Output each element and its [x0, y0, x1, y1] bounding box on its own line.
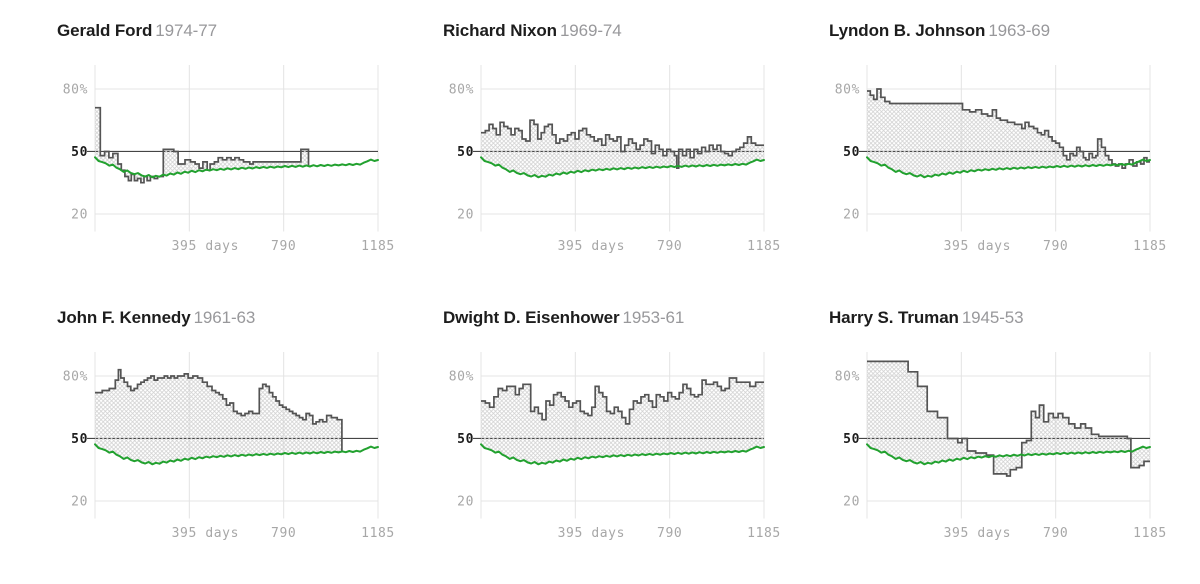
president-approval-step-line — [867, 360, 1150, 477]
approval-difference-area — [867, 89, 1150, 178]
president-approval-step-line — [95, 368, 343, 452]
x-axis-tick-label: 790 — [271, 239, 296, 254]
approval-chart-harry-s-truman: 80% 50 20 395 days 790 1185 — [835, 352, 1167, 541]
x-axis-tick-label: 395 days — [172, 526, 239, 541]
chart-card-lyndon-b-johnson: Lyndon B. Johnson 1963-69 80% 50 20 395 days… — [829, 20, 1169, 255]
x-axis-tick-label: 790 — [657, 239, 682, 254]
x-axis-tick-label: 395 days — [172, 239, 239, 254]
chart-card-harry-s-truman: Harry S. Truman 1945-53 80% 50 20 395 days 79… — [829, 307, 1169, 542]
y-axis-tick-label: 20 — [843, 494, 860, 509]
approval-chart-lyndon-b-johnson: 80% 50 20 395 days 790 1185 — [835, 65, 1167, 254]
approval-difference-area — [867, 361, 1150, 476]
approval-charts-grid: Gerald Ford 1974-77 80% 50 20 395 days 790 118… — [57, 20, 1169, 542]
approval-chart-richard-nixon: 80% 50 20 395 days 790 1185 — [449, 65, 781, 254]
y-axis-tick-label: 20 — [71, 207, 88, 222]
y-axis-tick-label: 80% — [63, 369, 88, 384]
approval-difference-area — [481, 378, 764, 465]
president-name: Dwight D. Eisenhower — [443, 308, 620, 327]
x-axis-tick-label: 790 — [1043, 526, 1068, 541]
x-axis-tick-label: 1185 — [747, 239, 781, 254]
y-axis-tick-label: 20 — [843, 207, 860, 222]
chart-card-dwight-d-eisenhower: Dwight D. Eisenhower 1953-61 80% 50 20 395 d… — [443, 307, 783, 542]
term-years: 1963-69 — [988, 21, 1051, 40]
x-axis-tick-label: 395 days — [944, 526, 1011, 541]
y-axis-tick-label: 50 — [457, 145, 474, 160]
approval-difference-area — [95, 107, 309, 183]
approval-chart-gerald-ford: 80% 50 20 395 days 790 1185 — [63, 65, 395, 254]
y-axis-tick-label: 80% — [63, 82, 88, 97]
chart-title: Harry S. Truman 1945-53 — [829, 307, 1169, 328]
y-axis-tick-label: 50 — [71, 145, 88, 160]
president-approval-step-line — [481, 377, 764, 425]
approval-difference-area — [95, 369, 342, 465]
y-axis-tick-label: 80% — [449, 82, 474, 97]
president-name: Harry S. Truman — [829, 308, 959, 327]
term-years: 1961-63 — [193, 308, 256, 327]
green-overlay-approval-line — [866, 443, 1151, 466]
green-overlay-approval-line — [94, 156, 379, 179]
y-axis-tick-label: 50 — [71, 432, 88, 447]
x-axis-tick-label: 1185 — [747, 526, 781, 541]
chart-title: John F. Kennedy 1961-63 — [57, 307, 397, 328]
x-axis-tick-label: 790 — [657, 526, 682, 541]
president-name: Lyndon B. Johnson — [829, 21, 986, 40]
green-overlay-approval-line — [94, 443, 379, 466]
term-years: 1969-74 — [559, 21, 622, 40]
chart-title: Gerald Ford 1974-77 — [57, 20, 397, 41]
x-axis-tick-label: 1185 — [361, 526, 395, 541]
x-axis-tick-label: 395 days — [944, 239, 1011, 254]
chart-card-gerald-ford: Gerald Ford 1974-77 80% 50 20 395 days 790 118… — [57, 20, 397, 255]
president-name: Richard Nixon — [443, 21, 557, 40]
chart-card-richard-nixon: Richard Nixon 1969-74 80% 50 20 395 days 790 1… — [443, 20, 783, 255]
y-axis-tick-label: 20 — [457, 207, 474, 222]
chart-card-john-f-kennedy: John F. Kennedy 1961-63 80% 50 20 395 days 79… — [57, 307, 397, 542]
x-axis-tick-label: 1185 — [1133, 526, 1167, 541]
y-axis-tick-label: 50 — [843, 145, 860, 160]
chart-title: Lyndon B. Johnson 1963-69 — [829, 20, 1169, 41]
x-axis-tick-label: 790 — [271, 526, 296, 541]
y-axis-tick-label: 80% — [835, 82, 860, 97]
green-overlay-approval-line — [866, 156, 1151, 179]
approval-chart-dwight-d-eisenhower: 80% 50 20 395 days 790 1185 — [449, 352, 781, 541]
y-axis-tick-label: 20 — [457, 494, 474, 509]
y-axis-tick-label: 20 — [71, 494, 88, 509]
y-axis-tick-label: 80% — [835, 369, 860, 384]
chart-title: Richard Nixon 1969-74 — [443, 20, 783, 41]
y-axis-tick-label: 80% — [449, 369, 474, 384]
term-years: 1974-77 — [155, 21, 217, 40]
x-axis-tick-label: 1185 — [361, 239, 395, 254]
x-axis-tick-label: 1185 — [1133, 239, 1167, 254]
president-approval-step-line — [481, 119, 764, 169]
president-name: John F. Kennedy — [57, 308, 191, 327]
chart-title: Dwight D. Eisenhower 1953-61 — [443, 307, 783, 328]
president-name: Gerald Ford — [57, 21, 153, 40]
x-axis-tick-label: 395 days — [558, 526, 625, 541]
green-overlay-approval-line — [480, 156, 765, 179]
president-approval-step-line — [867, 88, 1150, 169]
x-axis-tick-label: 790 — [1043, 239, 1068, 254]
term-years: 1945-53 — [961, 308, 1024, 327]
y-axis-tick-label: 50 — [457, 432, 474, 447]
y-axis-tick-label: 50 — [843, 432, 860, 447]
x-axis-tick-label: 395 days — [558, 239, 625, 254]
term-years: 1953-61 — [622, 308, 685, 327]
green-overlay-approval-line — [480, 443, 765, 466]
approval-chart-john-f-kennedy: 80% 50 20 395 days 790 1185 — [63, 352, 395, 541]
